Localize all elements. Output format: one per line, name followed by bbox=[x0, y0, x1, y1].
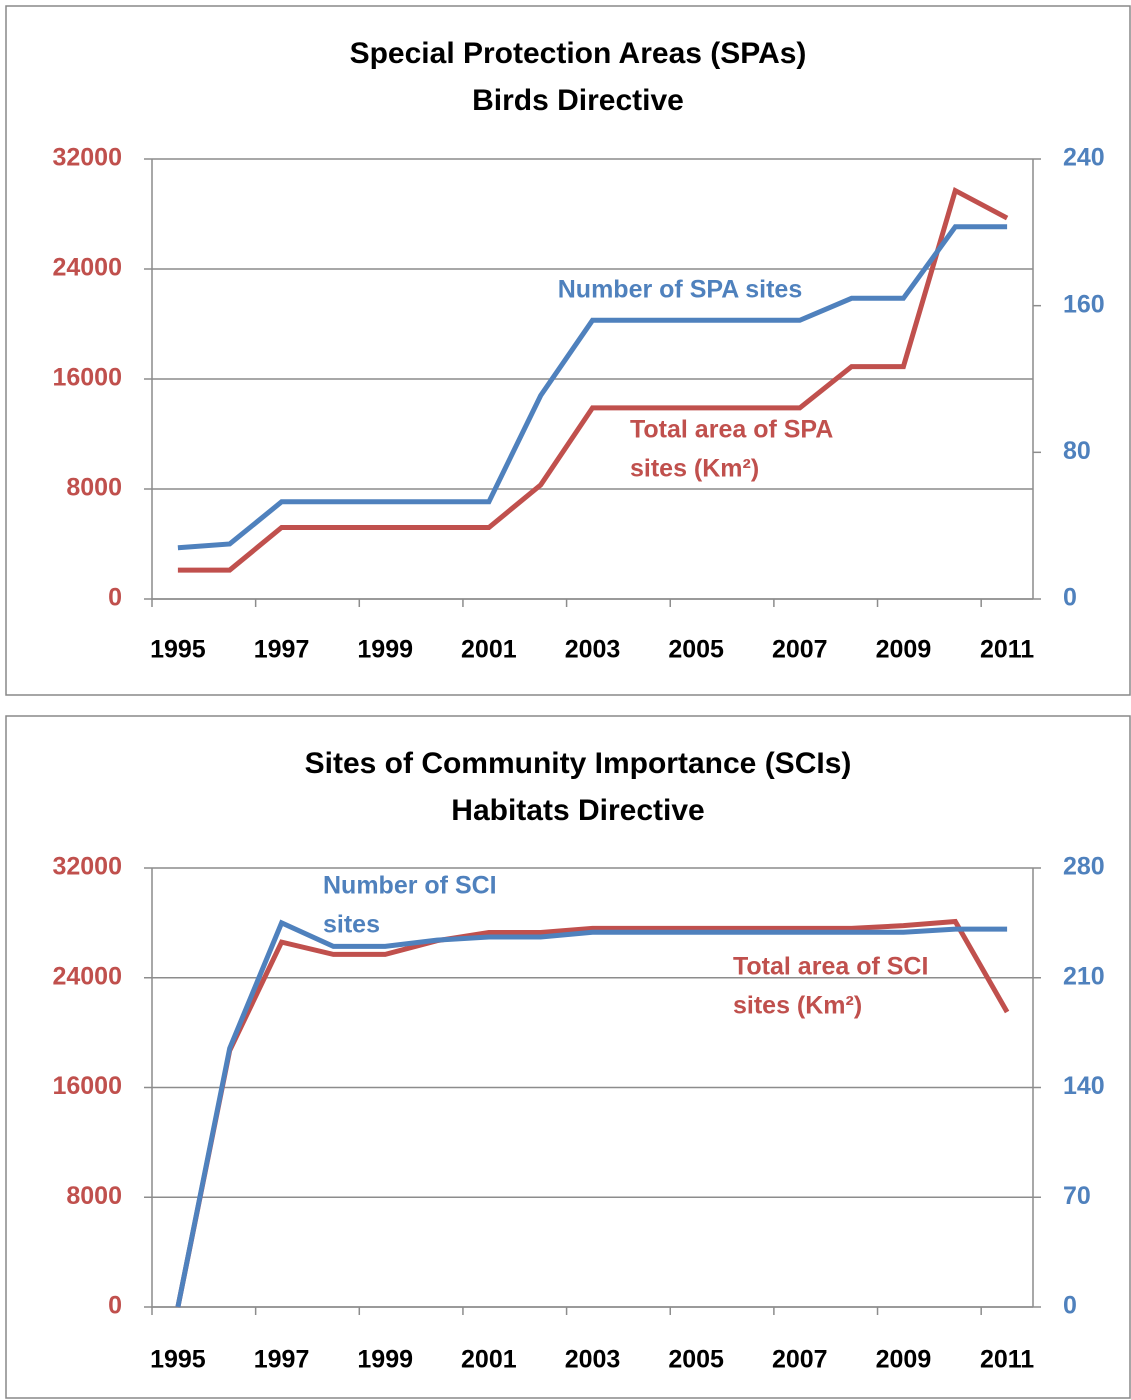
y-tick-label: 8000 bbox=[66, 1182, 122, 1210]
chart-subtitle: Birds Directive bbox=[472, 84, 684, 117]
x-tick-label: 1997 bbox=[254, 636, 310, 664]
y2-tick-label: 70 bbox=[1063, 1182, 1091, 1210]
series-label: sites (Km²) bbox=[733, 992, 862, 1020]
y-tick-label: 0 bbox=[108, 584, 122, 612]
y2-tick-label: 80 bbox=[1063, 437, 1091, 465]
x-tick-label: 2007 bbox=[772, 1346, 828, 1374]
x-tick-label: 1999 bbox=[357, 636, 413, 664]
y-tick-label: 16000 bbox=[52, 364, 122, 392]
y2-tick-label: 0 bbox=[1063, 584, 1077, 612]
y2-tick-label: 160 bbox=[1063, 290, 1105, 318]
x-tick-label: 2011 bbox=[980, 1346, 1034, 1374]
series-label: sites (Km²) bbox=[630, 455, 759, 483]
x-tick-label: 2007 bbox=[772, 636, 828, 664]
series-label: sites bbox=[323, 911, 380, 939]
series-label: Number of SPA sites bbox=[558, 276, 803, 304]
y-tick-label: 0 bbox=[108, 1292, 122, 1320]
x-tick-label: 2009 bbox=[876, 1346, 932, 1374]
series-line bbox=[175, 919, 1008, 1308]
y2-tick-label: 140 bbox=[1063, 1072, 1105, 1100]
x-tick-label: 1997 bbox=[254, 1346, 310, 1374]
x-tick-label: 2005 bbox=[668, 636, 724, 664]
y2-tick-label: 0 bbox=[1063, 1292, 1077, 1320]
x-tick-label: 2001 bbox=[461, 1346, 517, 1374]
y-tick-label: 32000 bbox=[52, 853, 122, 881]
x-tick-label: 2003 bbox=[565, 636, 621, 664]
y-tick-label: 16000 bbox=[52, 1072, 122, 1100]
y-tick-label: 8000 bbox=[66, 474, 122, 502]
y2-tick-label: 280 bbox=[1063, 853, 1105, 881]
chart-subtitle: Habitats Directive bbox=[451, 794, 704, 827]
y-tick-label: 24000 bbox=[52, 962, 122, 990]
y-tick-label: 24000 bbox=[52, 254, 122, 282]
chart-title: Special Protection Areas (SPAs) bbox=[350, 37, 807, 70]
series-line bbox=[177, 186, 1009, 573]
x-tick-label: 2003 bbox=[565, 1346, 621, 1374]
series-line bbox=[175, 918, 1010, 1308]
y2-tick-label: 210 bbox=[1063, 962, 1105, 990]
series-line bbox=[177, 224, 1008, 551]
chart-title: Sites of Community Importance (SCIs) bbox=[305, 747, 852, 780]
series-label: Total area of SCI bbox=[733, 953, 928, 981]
chart-frame bbox=[5, 5, 1131, 696]
y-tick-label: 32000 bbox=[52, 144, 122, 172]
x-tick-label: 2009 bbox=[876, 636, 932, 664]
x-tick-label: 2001 bbox=[461, 636, 517, 664]
x-tick-label: 1995 bbox=[150, 1346, 206, 1374]
y2-tick-label: 240 bbox=[1063, 144, 1105, 172]
x-tick-label: 1999 bbox=[357, 1346, 413, 1374]
x-tick-label: 2011 bbox=[980, 636, 1034, 664]
chart-frame bbox=[5, 715, 1131, 1399]
x-tick-label: 2005 bbox=[668, 1346, 724, 1374]
series-label: Total area of SPA bbox=[630, 416, 833, 444]
x-tick-label: 1995 bbox=[150, 636, 206, 664]
series-label: Number of SCI bbox=[323, 872, 497, 900]
